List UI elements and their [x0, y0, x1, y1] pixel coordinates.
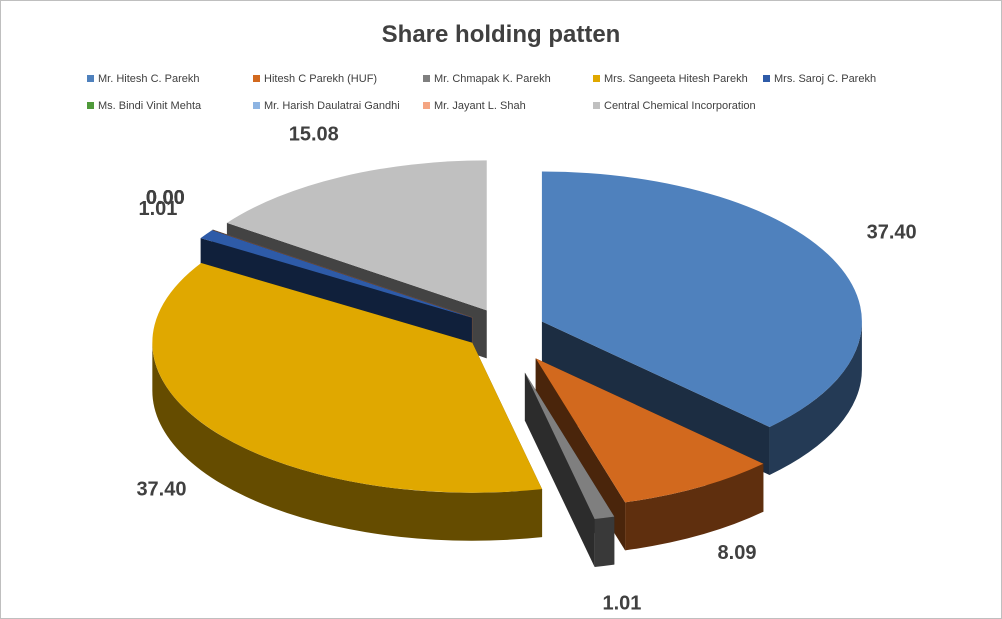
legend-item: Mr. Jayant L. Shah — [423, 100, 526, 112]
chart-title: Share holding patten — [381, 21, 621, 48]
legend-swatch-2 — [423, 75, 430, 82]
legend-label: Ms. Bindi Vinit Mehta — [98, 100, 202, 112]
legend-label: Mr. Hitesh C. Parekh — [98, 73, 200, 85]
legend-item: Central Chemical Incorporation — [593, 100, 756, 112]
legend-item: Mr. Harish Daulatrai Gandhi — [253, 100, 400, 112]
legend-label: Mr. Harish Daulatrai Gandhi — [264, 100, 400, 112]
legend-label: Mr. Jayant L. Shah — [434, 100, 526, 112]
pie-slice — [541, 171, 862, 427]
legend-label: Mrs. Sangeeta Hitesh Parekh — [604, 73, 748, 85]
data-label: 0.00 — [146, 187, 185, 209]
pie-slice — [152, 263, 543, 493]
data-label: 8.09 — [718, 542, 757, 564]
legend-item: Mrs. Saroj C. Parekh — [763, 73, 876, 85]
data-label: 15.08 — [289, 124, 339, 146]
legend-swatch-8 — [593, 102, 600, 109]
legend-swatch-4 — [763, 75, 770, 82]
legend-swatch-1 — [253, 75, 260, 82]
pie-slice-cut-face — [524, 372, 595, 568]
legend-label: Mr. Chmapak K. Parekh — [434, 73, 551, 85]
pie-slice-side — [769, 321, 862, 475]
pie-slice — [200, 230, 472, 318]
legend-row: Mr. Hitesh C. Parekh Hitesh C Parekh (HU… — [87, 73, 967, 100]
pie-slice-cut-face — [541, 321, 770, 475]
legend-row: Ms. Bindi Vinit Mehta Mr. Harish Daulatr… — [87, 100, 967, 127]
data-label: 1.01 — [602, 593, 641, 615]
legend-swatch-7 — [423, 102, 430, 109]
pie-slice — [535, 358, 764, 503]
data-label: 37.40 — [867, 222, 917, 244]
pie-slice-group — [152, 263, 543, 541]
pie-slice-group — [524, 372, 615, 568]
legend-label: Hitesh C Parekh (HUF) — [264, 73, 378, 85]
pie-slice — [524, 372, 615, 520]
pie-slice-side — [594, 516, 615, 568]
legend-swatch-0 — [87, 75, 94, 82]
legend-item: Mr. Hitesh C. Parekh — [87, 73, 199, 85]
pie-slice-side — [625, 463, 764, 551]
pie-slice-group — [541, 171, 862, 475]
data-label: 37.40 — [136, 479, 186, 501]
legend-swatch-3 — [593, 75, 600, 82]
pie-slice-group — [535, 358, 764, 551]
data-label: 0.00 — [146, 187, 185, 209]
legend-swatch-6 — [253, 102, 260, 109]
legend-item: Mrs. Sangeeta Hitesh Parekh — [593, 73, 748, 85]
data-label: 1.01 — [139, 198, 178, 220]
legend-item: Hitesh C Parekh (HUF) — [253, 73, 377, 85]
legend-swatch-5 — [87, 102, 94, 109]
pie-slice — [226, 160, 487, 311]
data-label: 0.00 — [146, 187, 185, 209]
legend-item: Ms. Bindi Vinit Mehta — [87, 100, 201, 112]
legend-label: Central Chemical Incorporation — [604, 100, 756, 112]
legend-label: Mrs. Saroj C. Parekh — [774, 73, 877, 85]
legend-item: Mr. Chmapak K. Parekh — [423, 73, 551, 85]
legend: Mr. Hitesh C. Parekh Hitesh C Parekh (HU… — [87, 73, 967, 127]
pie-slice-side — [152, 342, 543, 541]
